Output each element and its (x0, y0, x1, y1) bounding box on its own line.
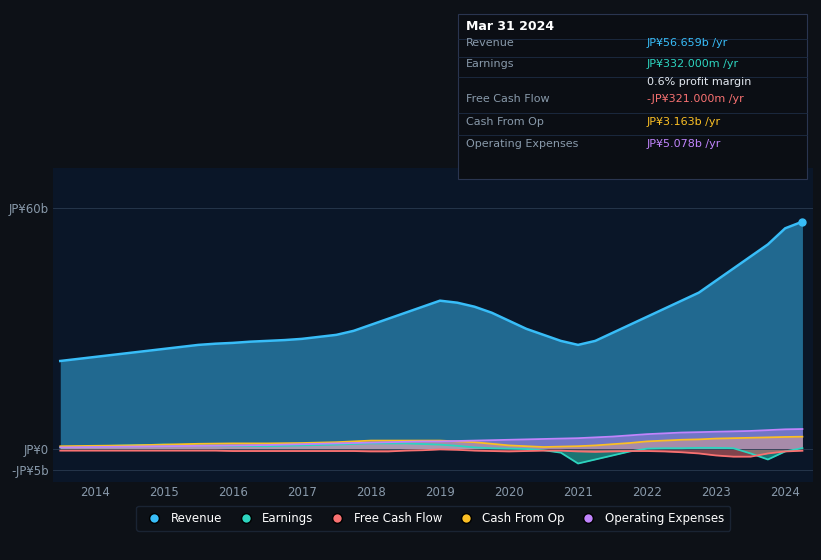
Text: Cash From Op: Cash From Op (466, 117, 544, 127)
Text: Mar 31 2024: Mar 31 2024 (466, 20, 554, 32)
Text: -JP¥321.000m /yr: -JP¥321.000m /yr (647, 95, 743, 105)
Text: 0.6% profit margin: 0.6% profit margin (647, 77, 751, 87)
Text: JP¥56.659b /yr: JP¥56.659b /yr (647, 39, 727, 49)
Text: Revenue: Revenue (466, 39, 515, 49)
Text: Operating Expenses: Operating Expenses (466, 139, 579, 150)
Text: JP¥3.163b /yr: JP¥3.163b /yr (647, 117, 721, 127)
Text: JP¥332.000m /yr: JP¥332.000m /yr (647, 59, 739, 69)
Text: Earnings: Earnings (466, 59, 515, 69)
Legend: Revenue, Earnings, Free Cash Flow, Cash From Op, Operating Expenses: Revenue, Earnings, Free Cash Flow, Cash … (136, 506, 730, 530)
Text: JP¥5.078b /yr: JP¥5.078b /yr (647, 139, 721, 150)
Text: Free Cash Flow: Free Cash Flow (466, 95, 550, 105)
